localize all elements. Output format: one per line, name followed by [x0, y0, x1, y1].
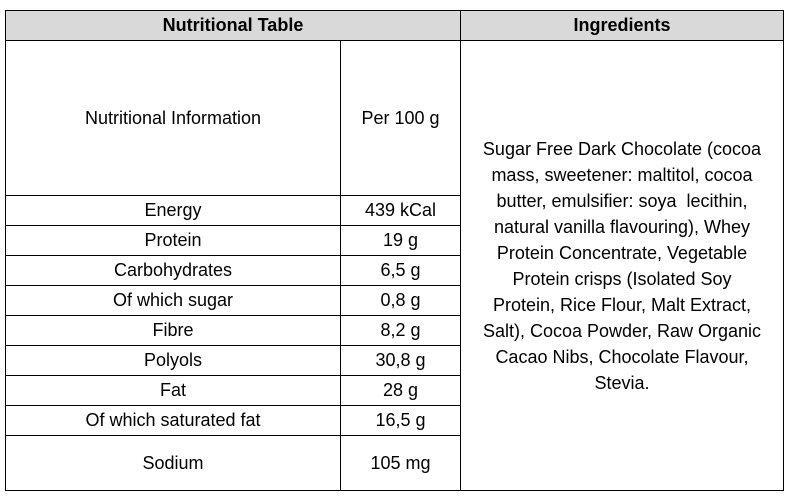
header-cell: Nutritional Table — [5, 10, 461, 41]
ingredients-line: Sugar Free Dark Chocolate (cocoa — [482, 138, 762, 159]
nutrient-name: Of which sugar — [5, 285, 341, 316]
nutrient-value: 19 g — [340, 225, 461, 256]
nutrient-value: 105 mg — [340, 435, 461, 491]
ingredients-cell: Sugar Free Dark Chocolate (cocoa mass, sw… — [460, 40, 784, 491]
ingredients-line: Cacao Nibs, Chocolate Flavour, — [495, 346, 749, 367]
header-cell: Ingredients — [460, 10, 784, 41]
nutrient-name: Polyols — [5, 345, 341, 376]
nutrient-name: Carbohydrates — [5, 255, 341, 286]
ingredients-line: butter, emulsifier: soya lecithin, — [496, 190, 748, 211]
nutrient-value: 30,8 g — [340, 345, 461, 376]
ingredients-line: Stevia. — [594, 372, 650, 393]
ingredients-line: mass, sweetener: maltitol, cocoa — [491, 164, 753, 185]
nutrient-value: 28 g — [340, 375, 461, 406]
column-header: Nutritional Information — [5, 40, 341, 196]
column-header: Per 100 g — [340, 40, 461, 196]
ingredients-line: natural vanilla flavouring), Whey — [493, 216, 751, 237]
ingredients-line: Protein Concentrate, Vegetable — [496, 242, 748, 263]
nutrient-value: 0,8 g — [340, 285, 461, 316]
nutrient-value: 439 kCal — [340, 195, 461, 226]
nutrient-value: 8,2 g — [340, 315, 461, 346]
nutrient-name: Energy — [5, 195, 341, 226]
nutrient-name: Sodium — [5, 435, 341, 491]
ingredients-line: Protein crisps (Isolated Soy — [512, 268, 732, 289]
nutrient-name: Fat — [5, 375, 341, 406]
nutrient-name: Of which saturated fat — [5, 405, 341, 436]
nutrient-name: Fibre — [5, 315, 341, 346]
ingredients-line: Protein, Rice Flour, Malt Extract, — [492, 294, 752, 315]
nutrient-value: 6,5 g — [340, 255, 461, 286]
ingredients-line: Salt), Cocoa Powder, Raw Organic — [482, 320, 762, 341]
nutrient-name: Protein — [5, 225, 341, 256]
nutrient-value: 16,5 g — [340, 405, 461, 436]
